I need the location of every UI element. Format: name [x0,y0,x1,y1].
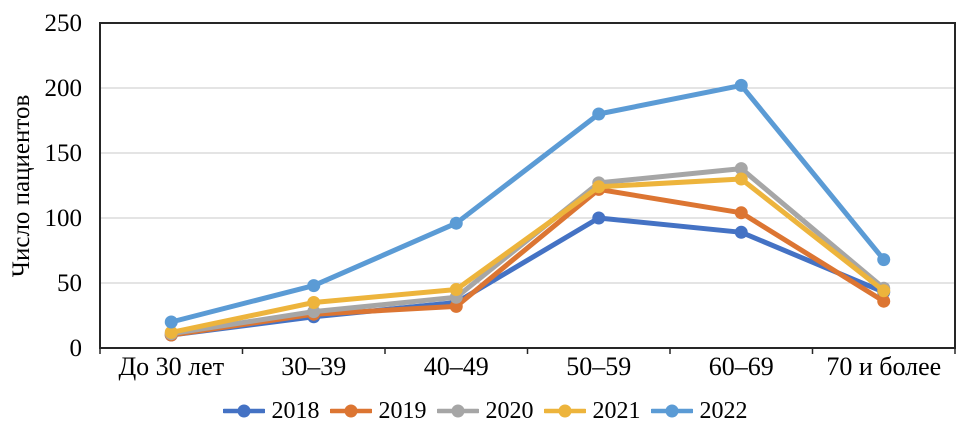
legend-item-2022: 2022 [650,398,748,424]
y-tick-label-250: 250 [44,10,83,37]
data-point-2021-40–49 [449,283,463,296]
legend-label-2020: 2020 [485,398,534,424]
data-point-2019-70 и более [877,294,891,308]
y-tick-label-100: 100 [44,205,83,232]
x-axis-label-5: 70 и более [826,352,942,381]
legend-marker-icon [329,404,372,418]
legend-item-2020: 2020 [436,398,534,424]
legend-marker-icon [222,404,265,418]
legend-marker-icon [650,404,693,418]
data-point-2019-40–49 [449,299,463,313]
legend-label-2022: 2022 [699,398,748,424]
data-point-2021-60–69 [734,172,748,186]
x-axis-label-2: 40–49 [423,352,489,381]
data-point-2018-50–59 [592,211,606,225]
data-point-2018-60–69 [734,225,748,239]
x-axis-label-3: 50–59 [566,352,632,381]
data-point-2022-60–69 [734,78,748,92]
chart-legend: 2018 2019 2020 2021 2022 [0,399,970,423]
y-tick-label-0: 0 [69,335,83,362]
data-point-2021-50–59 [592,180,606,194]
y-tick-label-200: 200 [44,75,83,102]
legend-item-2021: 2021 [543,398,641,424]
data-point-2022-До 30 лет [164,315,178,329]
x-axis-label-1: 30–39 [281,352,347,381]
data-point-2021-До 30 лет [164,325,178,339]
data-point-2021-70 и более [877,284,891,298]
plot-border [99,22,956,349]
data-point-2022-40–49 [449,216,463,230]
legend-label-2019: 2019 [378,398,427,424]
legend-item-2018: 2018 [222,398,320,424]
legend-label-2018: 2018 [271,398,320,424]
legend-label-2021: 2021 [592,398,641,424]
y-tick-label-50: 50 [57,270,82,297]
data-point-2022-30–39 [307,279,321,293]
series-line-2022 [168,82,887,325]
y-tick-label-150: 150 [44,140,83,167]
x-axis-label-4: 60–69 [708,352,774,381]
series-line-2021 [168,176,887,335]
legend-item-2019: 2019 [329,398,427,424]
legend-marker-icon [436,404,479,418]
y-axis-tick-labels: 0 50 100 150 200 250 [0,0,88,442]
x-axis-label-0: До 30 лет [118,352,225,381]
data-point-2019-60–69 [734,206,748,220]
data-point-2020-30–39 [307,305,321,319]
data-point-2022-50–59 [592,107,606,121]
legend-marker-icon [543,404,586,418]
data-point-2020-60–69 [734,162,748,176]
data-point-2021-30–39 [307,296,321,309]
data-point-2022-70 и более [877,253,891,267]
